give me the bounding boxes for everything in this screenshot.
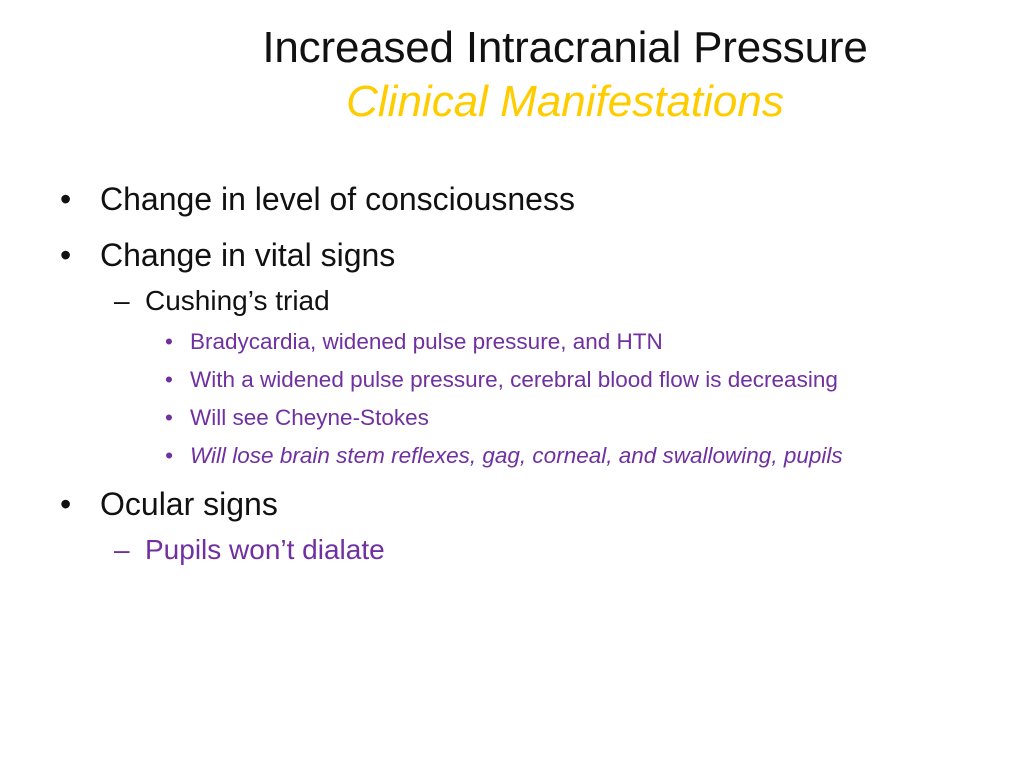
sub-sub-bullet-item: • Bradycardia, widened pulse pressure, a… (60, 326, 950, 357)
sub-sub-bullet-text: Will see Cheyne-Stokes (190, 405, 429, 430)
sub-bullet-item: – Pupils won’t dialate (60, 533, 960, 567)
sub-sub-bullet-text: Will lose brain stem reflexes, gag, corn… (190, 443, 843, 468)
bullet-marker: • (60, 237, 72, 273)
bullet-marker: • (165, 443, 173, 468)
sub-sub-bullet-text: Bradycardia, widened pulse pressure, and… (190, 329, 663, 354)
bullet-text: Change in vital signs (100, 237, 396, 273)
sub-sub-bullet-item: • Will see Cheyne-Stokes (60, 402, 950, 433)
sub-bullet-text: Cushing’s triad (145, 285, 330, 316)
bullet-item: • Change in vital signs (60, 236, 960, 274)
bullet-marker: • (60, 181, 72, 217)
sub-sub-bullet-item: • With a widened pulse pressure, cerebra… (60, 364, 950, 395)
bullet-marker: • (60, 486, 72, 522)
bullet-marker: • (165, 329, 173, 354)
title-block: Increased Intracranial Pressure Clinical… (180, 22, 950, 130)
dash-marker: – (114, 285, 130, 316)
sub-sub-bullet-text: With a widened pulse pressure, cerebral … (190, 367, 838, 392)
bullet-item: • Change in level of consciousness (60, 180, 960, 218)
bullet-list: • Change in level of consciousness • Cha… (60, 180, 960, 575)
slide-title: Increased Intracranial Pressure (262, 23, 868, 72)
bullet-text: Change in level of consciousness (100, 181, 575, 217)
bullet-text: Ocular signs (100, 486, 278, 522)
sub-sub-bullet-item: • Will lose brain stem reflexes, gag, co… (60, 440, 950, 471)
sub-bullet-text: Pupils won’t dialate (145, 534, 385, 565)
bullet-marker: • (165, 367, 173, 392)
bullet-item: • Ocular signs (60, 485, 960, 523)
bullet-marker: • (165, 405, 173, 430)
sub-bullet-item: – Cushing’s triad (60, 284, 960, 318)
slide-subtitle: Clinical Manifestations (346, 77, 784, 126)
dash-marker: – (114, 534, 130, 565)
